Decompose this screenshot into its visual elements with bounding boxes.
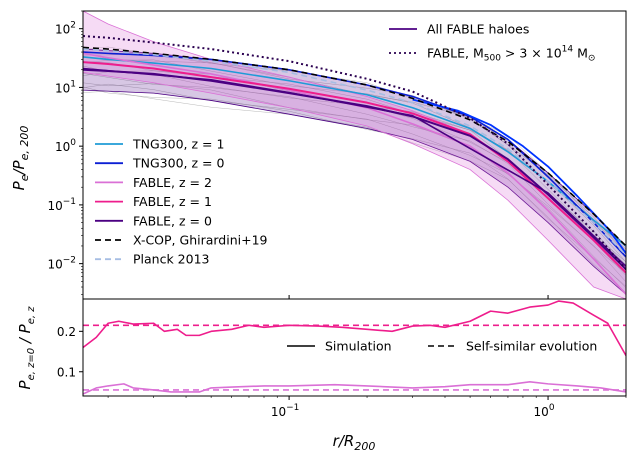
legend-label: TNG300, z = 1	[132, 137, 224, 152]
y-tick-label: 102	[55, 21, 76, 37]
legend-label: Simulation	[325, 339, 392, 354]
y-tick-label: 0.1	[57, 365, 76, 379]
legend-entry: FABLE, z = 1	[95, 194, 212, 209]
halo-trace	[83, 83, 626, 288]
legend-label: X-COP, Ghirardini+19	[133, 233, 268, 248]
x-tick-label: 100	[534, 403, 555, 419]
legend-label: FABLE, z = 0	[133, 213, 212, 228]
y-tick-label: 10−1	[47, 197, 76, 213]
scatter-band	[83, 11, 626, 299]
y-tick-label: 0.2	[57, 325, 76, 339]
legend-label: Self-similar evolution	[466, 339, 597, 354]
legend-label: TNG300, z = 0	[132, 156, 224, 171]
legend-label: Planck 2013	[133, 252, 210, 267]
legend-entry: FABLE, z = 0	[95, 213, 212, 228]
halo-trace	[83, 61, 626, 263]
legend-entry: All FABLE haloes	[389, 22, 529, 37]
series-line	[83, 51, 626, 258]
bottom-frame	[82, 298, 627, 397]
series-line	[83, 67, 626, 267]
series-line	[83, 48, 626, 256]
top-y-axis-title: Pe/Pe, 200	[10, 126, 31, 191]
legend-entry: Simulation	[287, 339, 392, 354]
legend-entry: Self-similar evolution	[428, 339, 597, 354]
y-tick-label: 101	[55, 79, 76, 95]
legend-label: FABLE, z = 2	[133, 175, 212, 190]
x-tick-label: 10−1	[271, 403, 300, 419]
legend-entry: X-COP, Ghirardini+19	[95, 233, 268, 248]
legend-label: All FABLE haloes	[427, 22, 529, 37]
halo-trace	[83, 73, 626, 274]
legend-entry: FABLE, M500 > 3 × 1014 M⊙	[389, 45, 595, 64]
legend-entry: TNG300, z = 1	[95, 137, 224, 152]
legend-entry: FABLE, z = 2	[95, 175, 212, 190]
series-line	[83, 46, 626, 247]
top-plot-area	[83, 11, 626, 299]
y-tick-label: 10−2	[47, 256, 76, 272]
ratio-line	[83, 381, 626, 395]
legend-label: FABLE, z = 1	[133, 194, 212, 209]
top-panel: 10−2 10−1 100 101 102 All FABLE haloes FABLE, …	[47, 10, 627, 300]
bottom-y-axis-title: Pe, z=0 / Pe, z	[16, 306, 37, 390]
bottom-plot-area	[83, 300, 626, 395]
legend-entry: Planck 2013	[95, 252, 210, 267]
x-axis-title: r/R200	[333, 432, 376, 453]
legend-entry: TNG300, z = 0	[95, 156, 224, 171]
halo-trace	[83, 82, 626, 283]
bottom-panel: 0.1 0.2 10−1 100 Simulation Self-similar evol…	[57, 298, 627, 419]
legend-label: FABLE, M500 > 3 × 1014 M⊙	[427, 45, 595, 64]
y-tick-label: 100	[55, 138, 76, 154]
series-line	[83, 52, 626, 295]
series-line	[83, 61, 626, 274]
series-line	[83, 35, 626, 270]
